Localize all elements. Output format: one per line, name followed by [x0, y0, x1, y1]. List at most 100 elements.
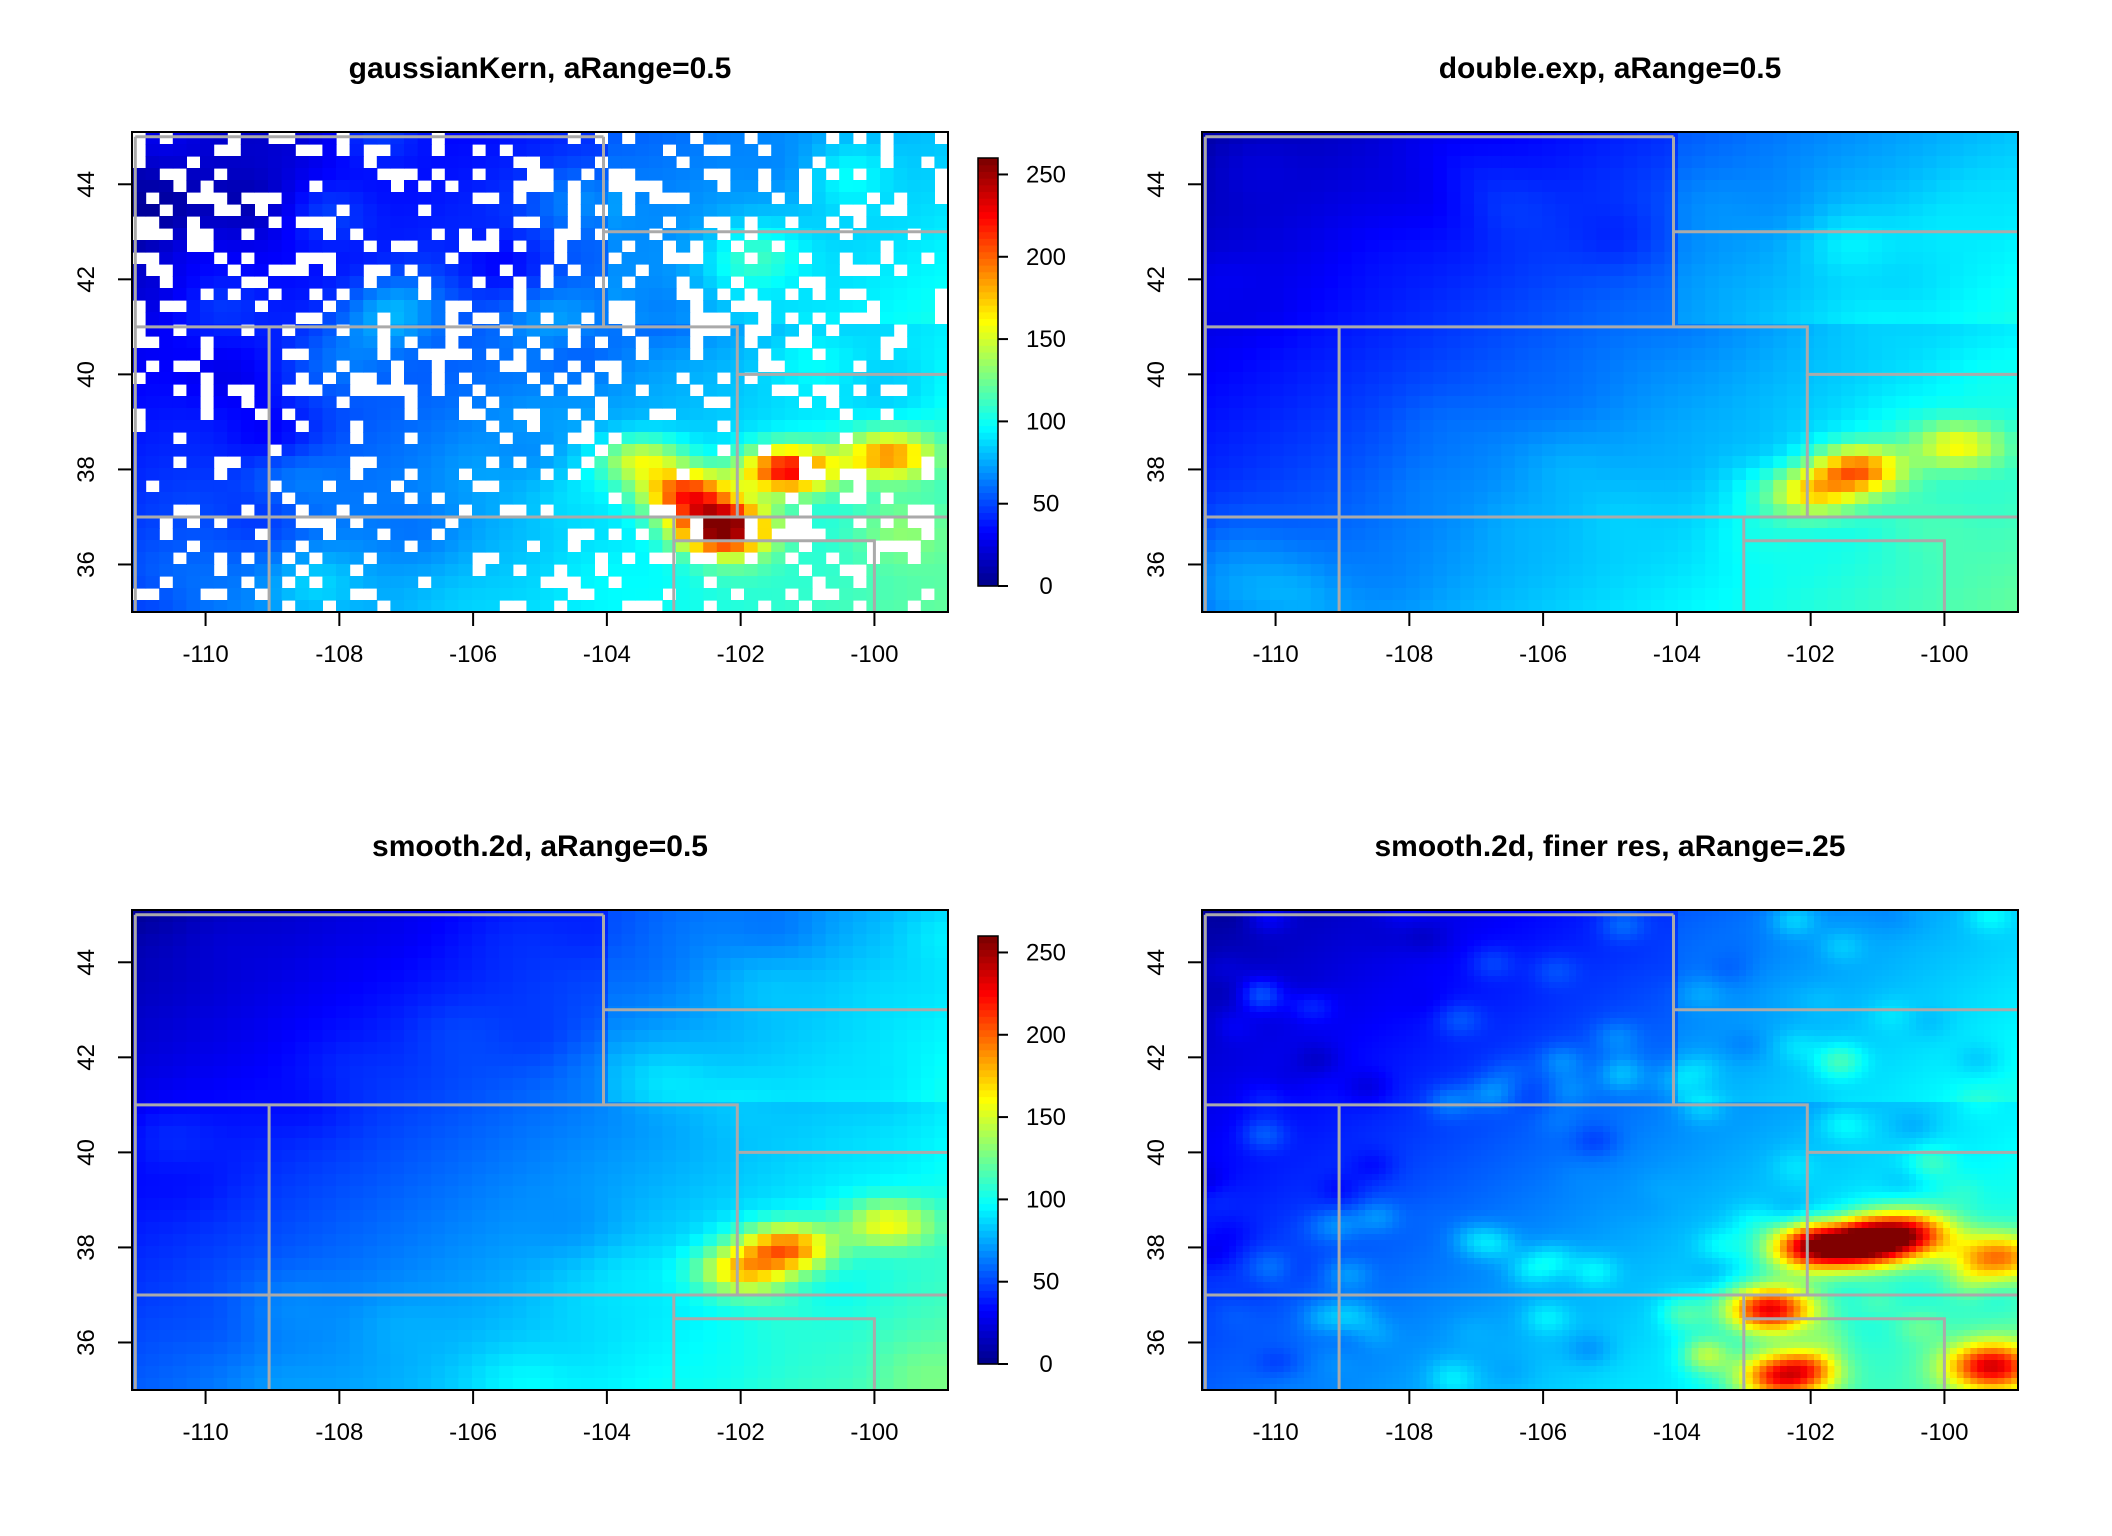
heatmap-cell [417, 444, 432, 457]
heatmap-cell [172, 1018, 187, 1031]
heatmap-cell [1868, 576, 1883, 589]
heatmap-cell [1215, 336, 1230, 349]
heatmap-cell [1542, 336, 1557, 349]
heatmap-cell [1963, 408, 1978, 421]
heatmap-cell [1773, 264, 1788, 277]
heatmap-cell [376, 552, 391, 565]
heatmap-cell [689, 396, 704, 409]
heatmap-cell [1705, 240, 1720, 253]
heatmap-cell [825, 144, 840, 157]
heatmap-cell [676, 982, 691, 995]
heatmap-cell [431, 600, 446, 613]
heatmap-cell [608, 516, 623, 529]
heatmap-cell [757, 910, 772, 923]
heatmap-cell [159, 288, 174, 301]
colorbar-swatch [978, 452, 998, 460]
heatmap-cell [159, 468, 174, 481]
heatmap-cell [880, 432, 895, 445]
heatmap-cell [308, 1018, 323, 1031]
heatmap-cell [213, 336, 228, 349]
colorbar-swatch [978, 345, 998, 353]
boundary-line [603, 325, 948, 376]
colorbar-tick-label: 200 [1026, 244, 1066, 271]
heatmap-cell [186, 336, 201, 349]
heatmap-cell [608, 420, 623, 433]
heatmap-cell [240, 288, 255, 301]
heatmap-cell [920, 946, 935, 959]
heatmap-cell [1256, 396, 1271, 409]
heatmap-cell [1283, 504, 1298, 517]
heatmap-cell [1528, 468, 1543, 481]
heatmap-cell [893, 456, 908, 469]
heatmap-cell [648, 994, 663, 1007]
heatmap-cell [1406, 396, 1421, 409]
heatmap-cell [363, 564, 378, 577]
heatmap-cell [648, 946, 663, 959]
heatmap-cell [1841, 216, 1856, 229]
heatmap-cell [567, 252, 582, 265]
heatmap-cell [1950, 348, 1965, 361]
heatmap-cell [526, 288, 541, 301]
heatmap-cell [1854, 516, 1869, 529]
heatmap-cell [1990, 156, 2005, 169]
heatmap-cell [1800, 180, 1815, 193]
heatmap-cell [1936, 252, 1951, 265]
heatmap-cell [920, 264, 935, 277]
heatmap-cell [499, 588, 514, 601]
heatmap-cell [893, 312, 908, 325]
heatmap-cell [866, 336, 881, 349]
heatmap-cell [1963, 300, 1978, 313]
heatmap-cell [1773, 144, 1788, 157]
heatmap-cell [363, 600, 378, 613]
heatmap-cell [730, 156, 745, 169]
heatmap-cell [390, 444, 405, 457]
heatmap-cell [771, 934, 786, 947]
heatmap-cell [1460, 252, 1475, 265]
heatmap-cell [1990, 492, 2005, 505]
heatmap-cell [1637, 384, 1652, 397]
heatmap-cell [472, 504, 487, 517]
heatmap-cell [716, 1006, 731, 1019]
heatmap-cell [1582, 396, 1597, 409]
heatmap-cell [1582, 336, 1597, 349]
heatmap-cell [227, 192, 242, 205]
heatmap-cell [866, 934, 881, 947]
heatmap-cell [512, 540, 527, 553]
heatmap-cell [1977, 480, 1992, 493]
heatmap-cell [1215, 492, 1230, 505]
heatmap-cell [825, 228, 840, 241]
heatmap-cell [648, 348, 663, 361]
heatmap-cell [676, 576, 691, 589]
heatmap-cell [553, 168, 568, 181]
heatmap-cell [1977, 156, 1992, 169]
heatmap-cell [540, 528, 555, 541]
heatmap-cell [553, 982, 568, 995]
heatmap-cell [1868, 468, 1883, 481]
heatmap-cell [730, 540, 745, 553]
heatmap-cell [907, 576, 922, 589]
heatmap-cell [1827, 324, 1842, 337]
heatmap-cell [567, 994, 582, 1007]
heatmap-cell [540, 396, 555, 409]
heatmap-cell [268, 312, 283, 325]
heatmap-cell [254, 540, 269, 553]
heatmap-cell [1963, 180, 1978, 193]
heatmap-cell [1542, 528, 1557, 541]
heatmap-cell [744, 276, 759, 289]
x-tick-label: -104 [1653, 641, 1701, 668]
heatmap-cell [1542, 576, 1557, 589]
heatmap-cell [730, 168, 745, 181]
heatmap-cell [1270, 312, 1285, 325]
heatmap-cell [1487, 204, 1502, 217]
heatmap-cell [1637, 204, 1652, 217]
heatmap-cell [1433, 384, 1448, 397]
heatmap-cell [1678, 372, 1693, 385]
heatmap-cell [1922, 144, 1937, 157]
heatmap-cell [1854, 480, 1869, 493]
heatmap-cell [404, 922, 419, 935]
heatmap-cell [730, 934, 745, 947]
heatmap-cell [1664, 264, 1679, 277]
heatmap-cell [1814, 324, 1829, 337]
heatmap-cell [1555, 276, 1570, 289]
